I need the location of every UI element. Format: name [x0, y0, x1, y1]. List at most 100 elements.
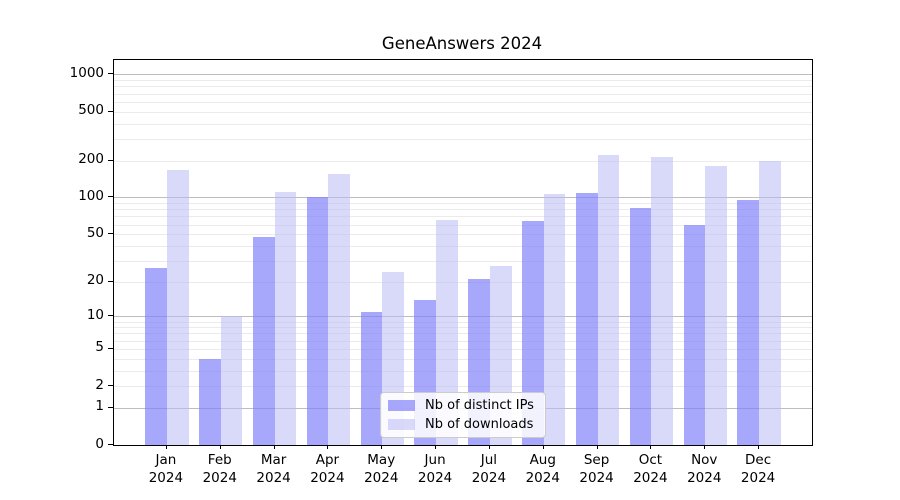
x-tick-label: Aug 2024 — [525, 452, 560, 486]
bar-downloads-mar — [274, 192, 297, 445]
legend: Nb of distinct IPs Nb of downloads — [380, 392, 546, 438]
bar-distinct-ips-may — [360, 311, 383, 445]
y-tick — [108, 233, 113, 235]
y-tick — [108, 444, 113, 445]
bar-downloads-dec — [759, 160, 781, 445]
y-tick-label: 0 — [95, 435, 104, 452]
y-tick — [108, 347, 113, 349]
x-tick-label: Nov 2024 — [687, 452, 722, 486]
x-tick-label: May 2024 — [364, 452, 399, 486]
y-tick-label: 10 — [86, 306, 104, 323]
x-tick — [542, 445, 544, 449]
x-tick-label: Mar 2024 — [256, 452, 291, 486]
y-tick-label: 50 — [86, 224, 104, 241]
y-tick-label: 1 — [95, 398, 104, 415]
bar-downloads-jan — [166, 169, 189, 445]
legend-label-downloads: Nb of downloads — [425, 417, 534, 433]
x-tick-label: Apr 2024 — [310, 452, 345, 486]
x-tick — [435, 445, 437, 449]
bar-downloads-aug — [543, 193, 566, 445]
y-tick — [108, 159, 113, 161]
gridline-minor — [114, 216, 812, 218]
gridline-minor — [114, 260, 812, 262]
bar-downloads-oct — [651, 157, 673, 445]
bar-distinct-ips-mar — [252, 237, 275, 445]
gridline-minor — [114, 123, 812, 125]
bar-downloads-feb — [220, 316, 243, 445]
x-tick-label: Sep 2024 — [579, 452, 614, 486]
gridline-minor — [114, 370, 812, 372]
gridline-minor — [114, 160, 812, 162]
gridline-minor — [114, 358, 812, 360]
gridline-minor — [114, 327, 812, 329]
gridline-minor — [114, 111, 812, 113]
bar-distinct-ips-feb — [199, 358, 221, 445]
gridline-minor — [114, 224, 812, 226]
y-tick-label: 500 — [78, 102, 104, 119]
x-tick — [650, 445, 652, 449]
x-tick — [327, 445, 329, 449]
chart-title: GeneAnswers 2024 — [381, 34, 543, 53]
bar-distinct-ips-apr — [306, 197, 329, 445]
bar-distinct-ips-oct — [629, 207, 652, 445]
bar-downloads-sep — [597, 154, 620, 445]
gridline-minor — [114, 234, 812, 236]
gridline-minor — [114, 80, 812, 82]
bar-distinct-ips-jan — [145, 268, 167, 445]
y-tick — [108, 406, 113, 408]
x-tick — [165, 445, 167, 449]
legend-label-distinct-ips: Nb of distinct IPs — [425, 397, 534, 413]
gridline-minor — [114, 101, 812, 103]
x-tick-label: Jan 2024 — [148, 452, 184, 486]
legend-entry-downloads: Nb of downloads — [388, 417, 545, 432]
bar-downloads-apr — [328, 174, 350, 445]
y-tick — [108, 315, 113, 317]
x-tick-label: Oct 2024 — [633, 452, 668, 486]
y-tick — [108, 280, 113, 282]
x-tick — [758, 445, 760, 449]
bar-downloads-jun — [436, 220, 458, 445]
x-tick — [596, 445, 598, 449]
gridline-minor — [114, 209, 812, 211]
x-tick-label: Dec 2024 — [740, 452, 776, 486]
gridline-minor — [114, 86, 812, 88]
gridline-minor — [114, 348, 812, 350]
x-tick — [704, 445, 706, 449]
legend-swatch-distinct-ips — [388, 399, 415, 411]
bar-distinct-ips-sep — [575, 193, 598, 445]
y-tick-label: 100 — [78, 187, 104, 204]
bar-distinct-ips-dec — [737, 200, 760, 445]
y-tick — [108, 110, 113, 112]
gridline-minor — [114, 333, 812, 335]
y-tick-label: 200 — [78, 151, 104, 168]
x-tick — [273, 445, 275, 449]
y-tick — [108, 385, 113, 387]
plot-area — [113, 59, 813, 446]
x-tick-label: Feb 2024 — [202, 452, 237, 486]
gridline-major — [114, 197, 812, 199]
y-tick-label: 2 — [95, 376, 104, 393]
y-tick-label: 1000 — [69, 64, 104, 81]
gridline-minor — [114, 245, 812, 247]
x-tick — [381, 445, 383, 449]
x-tick-label: Jul 2024 — [471, 452, 507, 486]
gridline-minor — [114, 281, 812, 283]
y-tick — [108, 196, 113, 198]
gridline-minor — [114, 386, 812, 388]
x-tick-label: Jun 2024 — [417, 452, 453, 486]
bar-downloads-nov — [705, 165, 727, 445]
gridline-major — [114, 316, 812, 318]
gridline-minor — [114, 340, 812, 342]
legend-swatch-downloads — [388, 419, 415, 431]
x-tick — [488, 445, 490, 449]
bar-distinct-ips-aug — [522, 221, 544, 445]
bar-distinct-ips-nov — [683, 224, 706, 445]
y-tick — [108, 73, 113, 75]
gridline-minor — [114, 93, 812, 95]
y-tick-label: 20 — [86, 272, 104, 289]
y-tick-label: 5 — [95, 339, 104, 356]
legend-entry-distinct-ips: Nb of distinct IPs — [388, 398, 545, 413]
gridline-minor — [114, 138, 812, 140]
gridline-major — [114, 74, 812, 76]
